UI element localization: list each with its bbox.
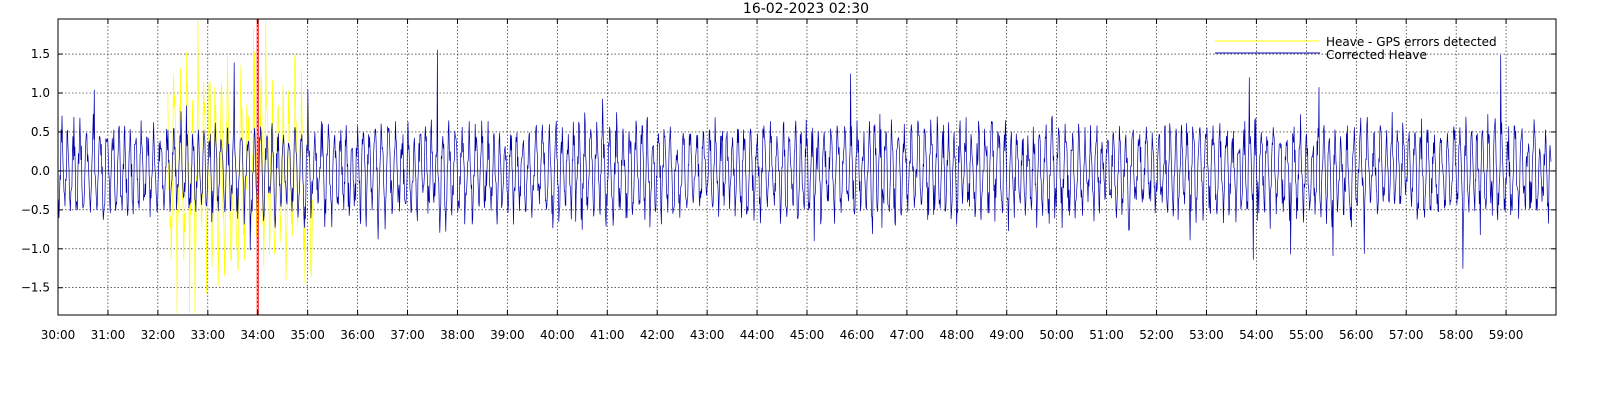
x-tick-label: 31:00 xyxy=(91,328,126,342)
series-corrected-heave xyxy=(57,49,1552,269)
x-tick-label: 50:00 xyxy=(1039,328,1074,342)
x-tick-label: 40:00 xyxy=(540,328,575,342)
series-layer xyxy=(57,19,1552,315)
y-tick-label: −1.0 xyxy=(21,242,50,256)
x-tick-label: 48:00 xyxy=(940,328,975,342)
x-tick-label: 49:00 xyxy=(989,328,1024,342)
x-tick-label: 58:00 xyxy=(1439,328,1474,342)
axes xyxy=(57,18,1557,316)
x-tick-label: 41:00 xyxy=(590,328,625,342)
x-tick-label: 53:00 xyxy=(1189,328,1224,342)
x-tick-label: 52:00 xyxy=(1139,328,1174,342)
y-tick-label: 0.0 xyxy=(31,164,50,178)
x-tick-label: 30:00 xyxy=(41,328,76,342)
x-tick-label: 51:00 xyxy=(1089,328,1124,342)
legend-label-corrected-heave: Corrected Heave xyxy=(1326,48,1427,62)
y-tick-label: 1.0 xyxy=(31,86,50,100)
x-tick-label: 34:00 xyxy=(240,328,275,342)
x-tick-label: 56:00 xyxy=(1339,328,1374,342)
y-tick-label: −0.5 xyxy=(21,203,50,217)
y-tick-label: −1.5 xyxy=(21,281,50,295)
x-tick-label: 39:00 xyxy=(490,328,525,342)
x-tick-label: 42:00 xyxy=(640,328,675,342)
x-tick-label: 32:00 xyxy=(141,328,176,342)
plot-frame xyxy=(57,18,1557,316)
x-tick-label: 33:00 xyxy=(191,328,226,342)
grid xyxy=(58,19,1556,315)
x-tick-labels: 30:00 31:00 32:00 33:00 34:00 35:00 36:00 37:00… xyxy=(41,328,1524,342)
x-tick-label: 57:00 xyxy=(1389,328,1424,342)
x-tick-label: 36:00 xyxy=(340,328,375,342)
x-tick-label: 47:00 xyxy=(890,328,925,342)
chart-title: 16-02-2023 02:30 xyxy=(743,1,869,17)
x-tick-label: 43:00 xyxy=(690,328,725,342)
legend-label-heave-gps-errors: Heave - GPS errors detected xyxy=(1326,35,1497,49)
legend: Heave - GPS errors detected Corrected He… xyxy=(1215,35,1497,62)
y-tick-label: 0.5 xyxy=(31,125,50,139)
x-tick-label: 45:00 xyxy=(790,328,825,342)
x-tick-label: 55:00 xyxy=(1289,328,1324,342)
x-tick-label: 54:00 xyxy=(1239,328,1274,342)
x-tick-label: 59:00 xyxy=(1489,328,1524,342)
x-tick-label: 38:00 xyxy=(440,328,475,342)
series-heave-gps-errors-detected xyxy=(167,20,314,314)
x-tick-label: 37:00 xyxy=(390,328,425,342)
y-tick-labels: −1.5 −1.0 −0.5 0.0 0.5 1.0 1.5 xyxy=(21,47,50,295)
x-tick-label: 35:00 xyxy=(290,328,325,342)
y-tick-label: 1.5 xyxy=(31,47,50,61)
x-tick-label: 46:00 xyxy=(840,328,875,342)
x-tick-label: 44:00 xyxy=(740,328,775,342)
